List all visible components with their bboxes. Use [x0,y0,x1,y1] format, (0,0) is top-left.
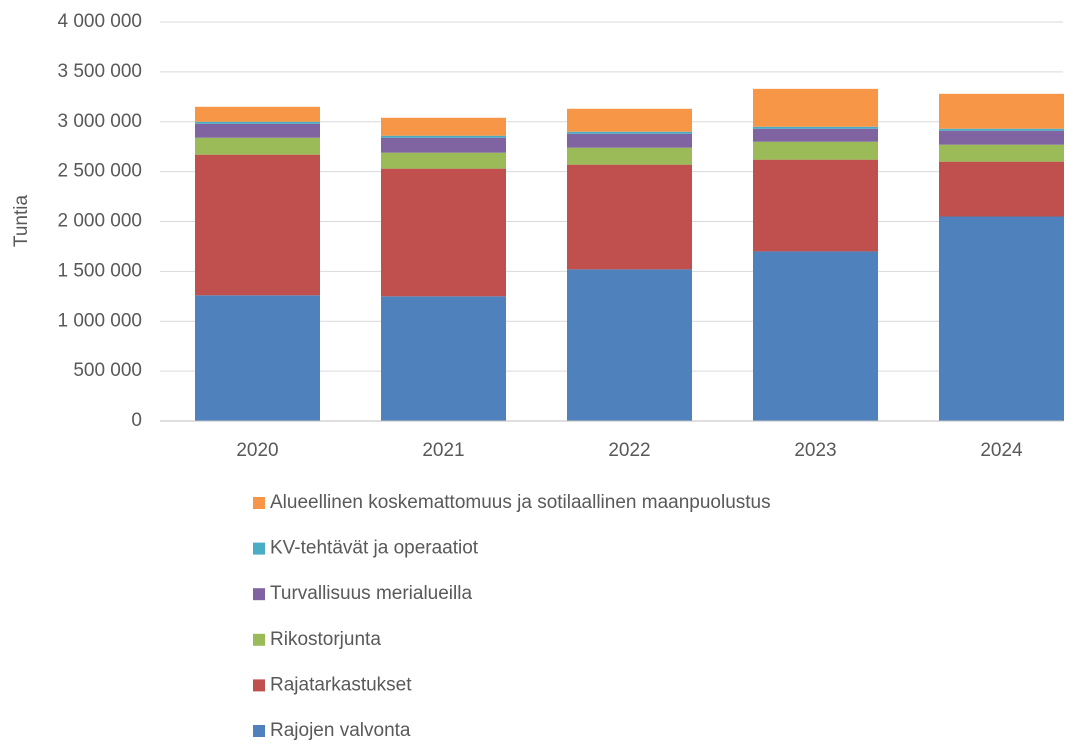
bar-segment [753,128,878,142]
legend-swatch [253,497,265,509]
bar-segment [381,152,506,169]
legend-swatch [253,679,265,692]
bar-segment [195,137,320,155]
bar-segment [939,128,1064,131]
bar-segment [753,88,878,127]
bar-segment [567,133,692,148]
bar-segment [195,106,320,122]
bar-segment [753,141,878,160]
legend-swatch [253,542,265,555]
bar-segment [381,135,506,138]
bar-segment [195,123,320,138]
legend-swatch [253,725,265,737]
y-tick-label: 1 000 000 [57,310,142,331]
bar-segment [567,108,692,132]
x-tick-label: 2020 [236,440,278,461]
bar-segment [939,130,1064,145]
x-tick-label: 2024 [980,440,1023,461]
bar-segment [939,93,1064,129]
y-tick-label: 3 000 000 [57,111,142,132]
bar-segment [195,154,320,296]
bar-segment [381,137,506,153]
legend-label: Turvallisuus merialueilla [270,583,472,604]
x-tick-label: 2023 [794,440,836,461]
bar-segment [753,251,878,421]
bar-segment [381,117,506,136]
y-tick-label: 3 500 000 [57,61,142,82]
x-tick-label: 2022 [608,440,650,461]
bar-segment [567,131,692,134]
legend-swatch [253,633,265,646]
bar-segment [939,161,1064,217]
y-tick-label: 2 500 000 [57,161,142,182]
bar-segment [567,269,692,421]
bar-segment [195,295,320,421]
bar-segment [567,164,692,270]
legend-label: Rajatarkastukset [270,674,412,695]
bar-segment [381,296,506,421]
y-tick-label: 500 000 [73,360,142,381]
y-tick-label: 2 000 000 [57,211,142,232]
bar-segment [567,147,692,165]
y-tick-label: 4 000 000 [57,11,142,32]
bar-segment [939,144,1064,162]
legend-label: Alueellinen koskemattomuus ja sotilaalli… [270,492,771,513]
bar-segment [381,168,506,297]
bar-segment [195,121,320,124]
y-axis-title: Tuntia [11,195,32,248]
legend-label: KV-tehtävät ja operaatiot [270,538,479,559]
legend-label: Rajojen valvonta [270,720,411,741]
legend-swatch [253,588,265,601]
legend-label: Rikostorjunta [270,629,381,650]
y-tick-label: 1 500 000 [57,260,142,281]
y-tick-label: 0 [131,410,142,431]
bar-segment [939,216,1064,421]
bar-segment [753,159,878,252]
bar-segment [753,126,878,129]
x-tick-label: 2021 [422,440,464,461]
